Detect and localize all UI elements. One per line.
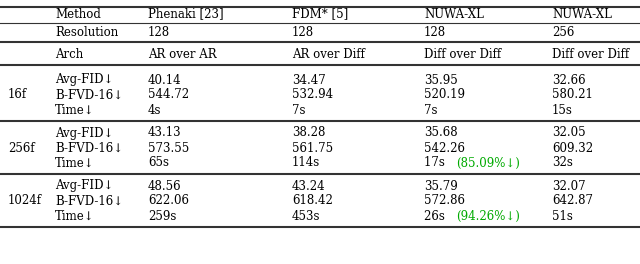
Text: Phenaki [23]: Phenaki [23] <box>148 7 223 21</box>
Text: Diff over Diff: Diff over Diff <box>552 48 629 60</box>
Text: 43.24: 43.24 <box>292 180 326 192</box>
Text: 40.14: 40.14 <box>148 73 182 87</box>
Text: Diff over Diff: Diff over Diff <box>424 48 501 60</box>
Text: 26s: 26s <box>424 210 449 223</box>
Text: 48.56: 48.56 <box>148 180 182 192</box>
Text: AR over AR: AR over AR <box>148 48 216 60</box>
Text: 128: 128 <box>292 26 314 40</box>
Text: 259s: 259s <box>148 210 177 223</box>
Text: 128: 128 <box>424 26 446 40</box>
Text: 572.86: 572.86 <box>424 195 465 208</box>
Text: 16f: 16f <box>8 88 27 101</box>
Text: 38.28: 38.28 <box>292 126 325 139</box>
Text: 34.47: 34.47 <box>292 73 326 87</box>
Text: 618.42: 618.42 <box>292 195 333 208</box>
Text: Avg-FID↓: Avg-FID↓ <box>55 180 113 192</box>
Text: 7s: 7s <box>424 103 438 116</box>
Text: 15s: 15s <box>552 103 573 116</box>
Text: 520.19: 520.19 <box>424 88 465 101</box>
Text: 453s: 453s <box>292 210 321 223</box>
Text: 561.75: 561.75 <box>292 142 333 154</box>
Text: 51s: 51s <box>552 210 573 223</box>
Text: 65s: 65s <box>148 157 169 169</box>
Text: 256: 256 <box>552 26 574 40</box>
Text: (85.09%↓): (85.09%↓) <box>456 157 520 169</box>
Text: 532.94: 532.94 <box>292 88 333 101</box>
Text: B-FVD-16↓: B-FVD-16↓ <box>55 88 123 101</box>
Text: 542.26: 542.26 <box>424 142 465 154</box>
Text: AR over Diff: AR over Diff <box>292 48 365 60</box>
Text: Resolution: Resolution <box>55 26 118 40</box>
Text: FDM* [5]: FDM* [5] <box>292 7 348 21</box>
Text: 32.66: 32.66 <box>552 73 586 87</box>
Text: Method: Method <box>55 7 101 21</box>
Text: 622.06: 622.06 <box>148 195 189 208</box>
Text: 35.95: 35.95 <box>424 73 458 87</box>
Text: Avg-FID↓: Avg-FID↓ <box>55 73 113 87</box>
Text: (94.26%↓): (94.26%↓) <box>456 210 520 223</box>
Text: 642.87: 642.87 <box>552 195 593 208</box>
Text: Time↓: Time↓ <box>55 210 95 223</box>
Text: Avg-FID↓: Avg-FID↓ <box>55 126 113 139</box>
Text: 35.68: 35.68 <box>424 126 458 139</box>
Text: 32.07: 32.07 <box>552 180 586 192</box>
Text: 256f: 256f <box>8 142 35 154</box>
Text: Time↓: Time↓ <box>55 103 95 116</box>
Text: 17s: 17s <box>424 157 449 169</box>
Text: 35.79: 35.79 <box>424 180 458 192</box>
Text: Arch: Arch <box>55 48 83 60</box>
Text: 544.72: 544.72 <box>148 88 189 101</box>
Text: 580.21: 580.21 <box>552 88 593 101</box>
Text: 1024f: 1024f <box>8 195 42 208</box>
Text: 4s: 4s <box>148 103 161 116</box>
Text: 32s: 32s <box>552 157 573 169</box>
Text: 609.32: 609.32 <box>552 142 593 154</box>
Text: NUWA-XL: NUWA-XL <box>424 7 484 21</box>
Text: 114s: 114s <box>292 157 320 169</box>
Text: NUWA-XL: NUWA-XL <box>552 7 612 21</box>
Text: 573.55: 573.55 <box>148 142 189 154</box>
Text: 7s: 7s <box>292 103 305 116</box>
Text: Time↓: Time↓ <box>55 157 95 169</box>
Text: B-FVD-16↓: B-FVD-16↓ <box>55 195 123 208</box>
Text: 43.13: 43.13 <box>148 126 182 139</box>
Text: B-FVD-16↓: B-FVD-16↓ <box>55 142 123 154</box>
Text: 128: 128 <box>148 26 170 40</box>
Text: 32.05: 32.05 <box>552 126 586 139</box>
